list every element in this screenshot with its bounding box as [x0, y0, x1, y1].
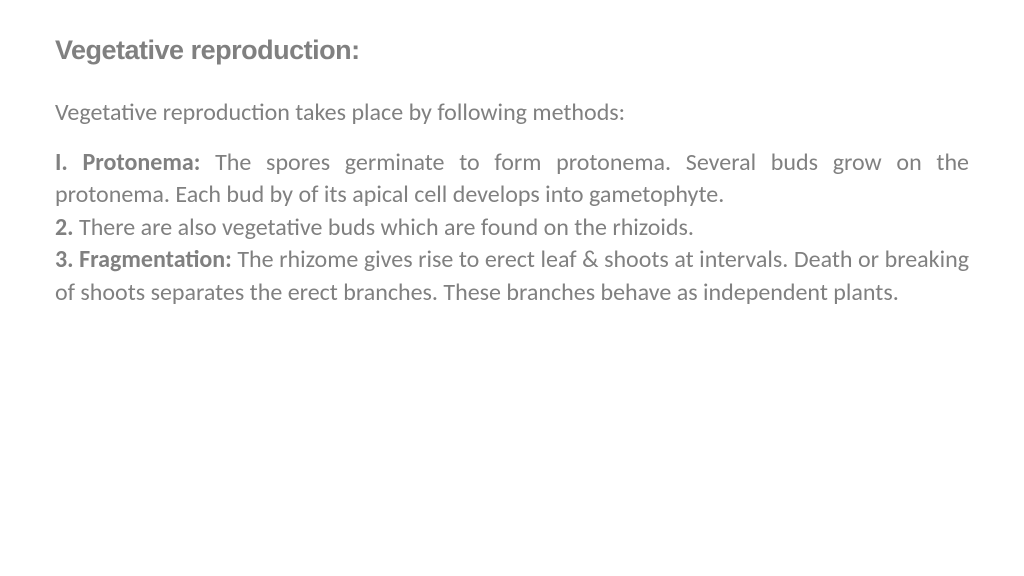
item-3-label: 3. Fragmentation: — [55, 245, 232, 274]
slide-heading: Vegetative reproduction: — [55, 35, 969, 66]
item-2-text: There are also vegetative buds which are… — [74, 213, 694, 242]
body-paragraph: I. Protonema: The spores germinate to fo… — [55, 147, 969, 309]
intro-line: Vegetative reproduction takes place by f… — [55, 98, 969, 127]
item-2-label: 2. — [55, 213, 74, 242]
item-1-label: I. Protonema: — [55, 148, 200, 177]
